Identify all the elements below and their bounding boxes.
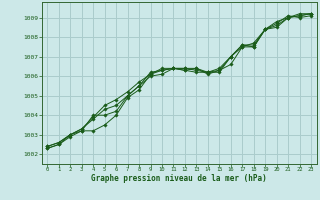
X-axis label: Graphe pression niveau de la mer (hPa): Graphe pression niveau de la mer (hPa)	[91, 174, 267, 183]
